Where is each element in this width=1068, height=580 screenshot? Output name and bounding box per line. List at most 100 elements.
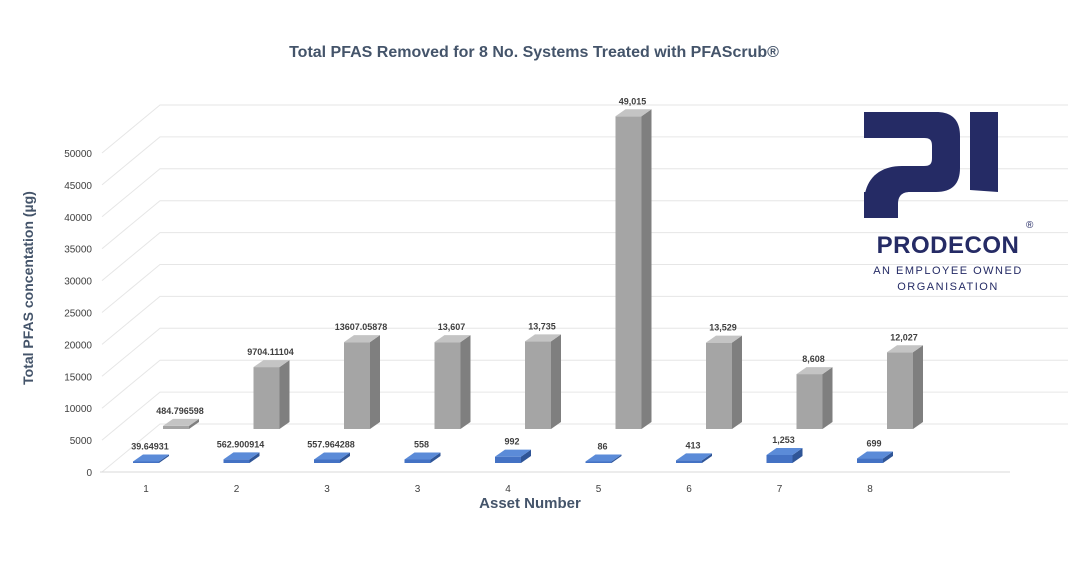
bar-series-1-top xyxy=(495,449,531,457)
chart-grid xyxy=(100,104,1068,473)
bar-series-2-top xyxy=(253,360,290,368)
bar-series-2 xyxy=(796,374,823,429)
gridline xyxy=(101,264,1068,313)
gridline xyxy=(101,200,1068,250)
bar-series-1-top xyxy=(585,454,622,462)
gridline xyxy=(101,295,1068,345)
bar-series-1-side xyxy=(430,452,441,463)
bar-series-2-top xyxy=(525,334,561,342)
bar-series-2 xyxy=(706,342,732,429)
data-label-series-1: 39.64931 xyxy=(131,442,169,452)
bar-series-2-top xyxy=(887,345,923,353)
bar-series-1-side xyxy=(611,454,622,463)
y-tick-label: 0 xyxy=(86,468,92,479)
gridline xyxy=(101,423,1068,473)
x-tick-label: 1 xyxy=(143,484,149,495)
data-label-series-1: 558 xyxy=(414,439,429,449)
bar-series-2-top xyxy=(434,335,471,343)
bar-series-1-side xyxy=(249,452,260,463)
bar-series-2 xyxy=(887,352,913,429)
data-label-series-1: 562.900914 xyxy=(217,439,265,449)
chart-bars xyxy=(133,109,923,463)
logo-tagline-line1: AN EMPLOYEE OWNED xyxy=(873,265,1023,277)
data-label-series-2: 13,735 xyxy=(528,321,556,331)
data-label-series-1: 557.964288 xyxy=(307,439,355,449)
x-tick-label: 6 xyxy=(686,484,692,495)
chart-title: Total PFAS Removed for 8 No. Systems Tre… xyxy=(289,44,779,61)
bar-series-2 xyxy=(615,116,642,429)
data-label-series-2: 12,027 xyxy=(890,332,918,342)
bar-series-2 xyxy=(253,367,280,429)
bar-series-1-side xyxy=(792,448,803,463)
x-tick-label: 7 xyxy=(777,484,783,495)
data-label-series-1: 86 xyxy=(597,442,607,452)
y-tick-label: 30000 xyxy=(64,277,92,288)
bar-series-2-top xyxy=(163,418,199,426)
data-label-series-1: 1,253 xyxy=(772,435,795,445)
bar-series-1 xyxy=(404,459,431,463)
data-labels: 484.796598 9704.11104 13607.05878 13,607 13,… xyxy=(131,96,918,451)
bar-series-1 xyxy=(676,460,702,463)
bar-series-1-top xyxy=(404,452,441,460)
data-label-series-1: 413 xyxy=(685,440,700,450)
data-label-series-2: 13,607 xyxy=(438,322,466,332)
y-tick-label: 15000 xyxy=(64,372,92,383)
x-tick-label: 8 xyxy=(867,484,873,495)
y-tick-label: 40000 xyxy=(64,213,92,224)
y-tick-label: 25000 xyxy=(64,309,92,320)
bar-series-2-top xyxy=(344,335,380,343)
bar-series-2-side xyxy=(822,367,833,429)
bar-series-2 xyxy=(344,342,370,429)
logo-tagline-line2: ORGANISATION xyxy=(897,281,999,293)
bar-series-1 xyxy=(314,459,340,463)
bar-series-1-top xyxy=(676,453,712,461)
bar-series-1-side xyxy=(340,452,350,463)
bar-series-1 xyxy=(495,456,521,463)
gridline xyxy=(101,232,1068,281)
bar-series-1 xyxy=(585,461,612,463)
x-tick-label: 3 xyxy=(324,484,330,495)
y-tick-label: 20000 xyxy=(64,340,92,351)
gridline xyxy=(101,327,1068,377)
bar-series-2-side xyxy=(641,109,652,429)
logo-name: PRODECON xyxy=(876,232,1020,259)
bar-series-2 xyxy=(525,341,551,429)
data-label-series-2: 49,015 xyxy=(619,96,647,106)
bar-series-1-top xyxy=(857,451,893,459)
bar-series-1-side xyxy=(702,453,712,463)
data-label-series-2: 484.796598 xyxy=(156,406,204,416)
data-label-series-1: 699 xyxy=(866,439,881,449)
bar-series-2-top xyxy=(706,335,742,343)
x-tick-label: 4 xyxy=(505,484,511,495)
y-tick-label: 35000 xyxy=(64,245,92,256)
gridline xyxy=(101,359,1068,409)
bar-series-2 xyxy=(434,342,461,429)
bar-series-1-top xyxy=(133,454,169,462)
bar-series-2 xyxy=(163,425,189,429)
bar-series-2-side xyxy=(913,345,923,429)
bar-series-1-side xyxy=(883,451,893,463)
bar-series-2-top xyxy=(615,109,652,117)
bar-series-1 xyxy=(857,458,883,463)
bar-series-1-top xyxy=(314,452,350,460)
data-label-series-2: 8,608 xyxy=(802,354,825,364)
gridline xyxy=(101,136,1068,186)
x-tick-label: 5 xyxy=(596,484,602,495)
bar-series-2-side xyxy=(279,360,290,429)
y-tick-label: 50000 xyxy=(64,149,92,160)
registered-mark: ® xyxy=(1026,220,1034,231)
gridline xyxy=(101,168,1068,218)
data-label-series-2: 13,529 xyxy=(709,323,737,333)
x-tick-label: 3 xyxy=(415,484,421,495)
data-label-series-2: 9704.11104 xyxy=(247,347,294,357)
bar-series-1-top xyxy=(223,452,260,460)
data-label-series-1: 992 xyxy=(504,437,519,447)
bar-series-2-side xyxy=(460,335,471,429)
bar-series-2-side xyxy=(732,335,742,429)
gridline xyxy=(101,391,1068,441)
y-tick-label: 45000 xyxy=(64,181,92,192)
data-label-series-2: 13607.05878 xyxy=(335,322,388,332)
bar-series-1 xyxy=(223,459,250,463)
x-axis-ticks: 1 2 3 3 4 5 6 7 8 xyxy=(143,484,873,495)
